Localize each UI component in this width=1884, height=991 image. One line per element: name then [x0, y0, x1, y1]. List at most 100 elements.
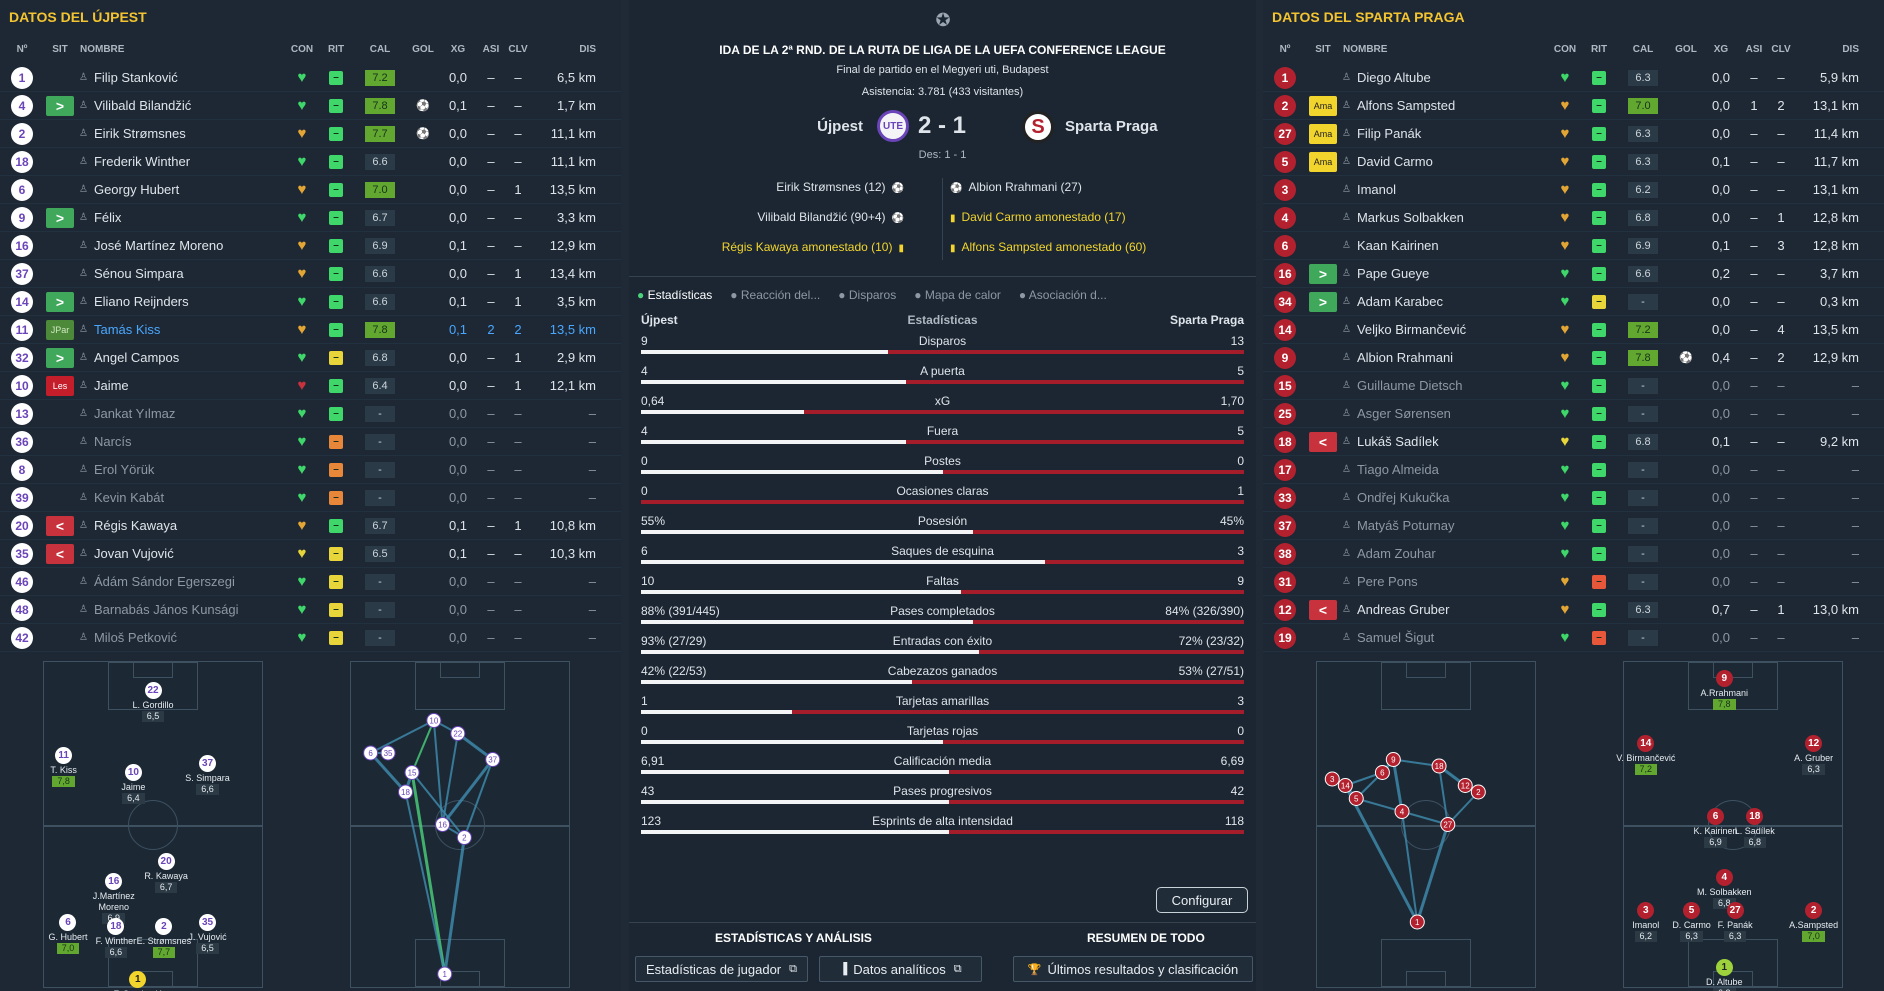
formation-player[interactable]: 2 A.Sampsted 7,0	[1784, 901, 1844, 942]
player-row[interactable]: 27 Ama ♙ Filip Panák ♥ – 6.3 0,0 – – 11,4 km	[1263, 120, 1884, 148]
col-con[interactable]: CON	[1553, 43, 1577, 55]
formation-player[interactable]: 2 E. Strømsnes 7,7	[134, 917, 194, 958]
col-asi[interactable]: ASI	[482, 43, 500, 55]
player-name-cell[interactable]: ♙ Tamás Kiss	[76, 322, 284, 337]
pass-node[interactable]: 9	[1385, 752, 1401, 767]
player-name-cell[interactable]: ♙ Miloš Petković	[76, 630, 284, 645]
player-name[interactable]: David Carmo	[1356, 154, 1433, 169]
tab-reaccion[interactable]: ● Reacción del...	[730, 288, 821, 302]
player-row[interactable]: 13 ♙ Jankat Yılmaz ♥ – - 0,0 – – –	[0, 400, 621, 428]
player-row[interactable]: 2 Ama ♙ Alfons Sampsted ♥ – 7.0 0,0 1 2 13,1 km	[1263, 92, 1884, 120]
player-name[interactable]: Markus Solbakken	[1356, 210, 1464, 225]
col-name[interactable]: NOMBRE	[1343, 43, 1388, 55]
player-name[interactable]: Lukáš Sadílek	[1356, 434, 1439, 449]
player-name[interactable]: Jaime	[93, 378, 129, 393]
player-name-cell[interactable]: ♙ Lukáš Sadílek	[1339, 434, 1547, 449]
player-name[interactable]: Eirik Strømsnes	[93, 126, 186, 141]
player-stats-button[interactable]: Estadísticas de jugador ⧉	[635, 956, 808, 982]
player-name[interactable]: Narcís	[93, 434, 132, 449]
col-no[interactable]: Nº	[16, 43, 28, 55]
player-name[interactable]: Frederik Winther	[93, 154, 191, 169]
formation-player[interactable]: 1F. Stanković7,2	[108, 970, 168, 991]
player-row[interactable]: 4 > ♙ Vilibald Bilandžić ♥ – 7.8 ⚽ 0,1 – – 1,7 km	[0, 92, 621, 120]
player-row[interactable]: 25 ♙ Asger Sørensen ♥ – - 0,0 – – –	[1263, 400, 1884, 428]
away-team-name[interactable]: Sparta Praga	[1065, 118, 1158, 135]
player-row[interactable]: 14 > ♙ Eliano Reijnders ♥ – 6.6 0,1 – 1 3,5 km	[0, 288, 621, 316]
player-row[interactable]: 34 > ♙ Adam Karabec ♥ – - 0,0 – – 0,3 km	[1263, 288, 1884, 316]
player-name[interactable]: Miloš Petković	[93, 630, 178, 645]
player-row[interactable]: 18 ♙ Frederik Winther ♥ – 6.6 0,0 – – 11,1 km	[0, 148, 621, 176]
col-rit[interactable]: RIT	[1590, 43, 1608, 55]
player-name-cell[interactable]: ♙ Guillaume Dietsch	[1339, 378, 1547, 393]
pass-node[interactable]: 3	[1324, 771, 1340, 787]
player-name-cell[interactable]: ♙ Jankat Yılmaz	[76, 406, 284, 421]
player-name[interactable]: Kaan Kairinen	[1356, 238, 1439, 253]
player-name-cell[interactable]: ♙ Narcís	[76, 434, 284, 449]
player-row[interactable]: 37 ♙ Matyáš Poturnay ♥ – - 0,0 – – –	[1263, 512, 1884, 540]
player-row[interactable]: 35 < ♙ Jovan Vujović ♥ – 6.5 0,1 – – 10,3 km	[0, 540, 621, 568]
pass-node[interactable]: 35	[380, 745, 396, 761]
player-name-cell[interactable]: ♙ Filip Stanković	[76, 70, 284, 85]
formation-player[interactable]: 20 R. Kawaya 6,7	[136, 852, 196, 893]
player-name[interactable]: Jankat Yılmaz	[93, 406, 176, 421]
col-rit[interactable]: RIT	[327, 43, 345, 55]
player-name-cell[interactable]: ♙ Kevin Kabát	[76, 490, 284, 505]
pass-node[interactable]: 37	[485, 752, 501, 767]
player-name-cell[interactable]: ♙ Pape Gueye	[1339, 266, 1547, 281]
player-row[interactable]: 46 ♙ Ádám Sándor Egerszegi ♥ – - 0,0 – – –	[0, 568, 621, 596]
col-clv[interactable]: CLV	[508, 43, 528, 55]
tab-estadisticas[interactable]: ● Estadísticas	[637, 288, 713, 302]
player-name[interactable]: Tamás Kiss	[93, 322, 161, 337]
formation-player[interactable]: 22 L. Gordillo 6,5	[123, 682, 183, 723]
player-name[interactable]: Angel Campos	[93, 350, 180, 365]
player-name[interactable]: Régis Kawaya	[93, 518, 178, 533]
col-asi[interactable]: ASI	[1745, 43, 1763, 55]
player-name-cell[interactable]: ♙ Matyáš Poturnay	[1339, 518, 1547, 533]
player-name[interactable]: Matyáš Poturnay	[1356, 518, 1455, 533]
formation-player[interactable]: 11 T. Kiss 7,8	[34, 747, 94, 788]
player-row[interactable]: 18 < ♙ Lukáš Sadílek ♥ – 6.8 0,1 – – 9,2 km	[1263, 428, 1884, 456]
player-name-cell[interactable]: ♙ Sénou Simpara	[76, 266, 284, 281]
col-no[interactable]: Nº	[1279, 43, 1291, 55]
player-row[interactable]: 37 ♙ Sénou Simpara ♥ – 6.6 0,0 – 1 13,4 km	[0, 260, 621, 288]
player-name-cell[interactable]: ♙ Filip Panák	[1339, 126, 1547, 141]
player-row[interactable]: 38 ♙ Adam Zouhar ♥ – - 0,0 – – –	[1263, 540, 1884, 568]
formation-player[interactable]: 37 S. Simpara 6,6	[178, 755, 238, 796]
player-name-cell[interactable]: ♙ Kaan Kairinen	[1339, 238, 1547, 253]
player-row[interactable]: 8 ♙ Erol Yörük ♥ – - 0,0 – – –	[0, 456, 621, 484]
player-row[interactable]: 6 ♙ Kaan Kairinen ♥ – 6.9 0,1 – 3 12,8 km	[1263, 232, 1884, 260]
player-name-cell[interactable]: ♙ Barnabás János Kunsági	[76, 602, 284, 617]
player-name-cell[interactable]: ♙ Angel Campos	[76, 350, 284, 365]
pass-node[interactable]: 12	[1457, 778, 1473, 793]
player-name[interactable]: Georgy Hubert	[93, 182, 180, 197]
player-name[interactable]: Jovan Vujović	[93, 546, 174, 561]
player-name-cell[interactable]: ♙ Adam Zouhar	[1339, 546, 1547, 561]
formation-player[interactable]: 10 Jaime 6,4	[103, 763, 163, 804]
player-row[interactable]: 5 Ama ♙ David Carmo ♥ – 6.3 0,1 – – 11,7 km	[1263, 148, 1884, 176]
player-name-cell[interactable]: ♙ Jaime	[76, 378, 284, 393]
col-sit[interactable]: SIT	[1315, 43, 1331, 55]
player-name[interactable]: Tiago Almeida	[1356, 462, 1439, 477]
player-name-cell[interactable]: ♙ Régis Kawaya	[76, 518, 284, 533]
player-name-cell[interactable]: ♙ Alfons Sampsted	[1339, 98, 1547, 113]
player-name[interactable]: José Martínez Moreno	[93, 238, 224, 253]
player-row[interactable]: 12 < ♙ Andreas Gruber ♥ – 6.3 0,7 – 1 13,0 km	[1263, 596, 1884, 624]
col-gol[interactable]: GOL	[412, 43, 434, 55]
pass-node[interactable]: 10	[426, 713, 442, 728]
player-name-cell[interactable]: ♙ Eirik Strømsnes	[76, 126, 284, 141]
player-name-cell[interactable]: ♙ José Martínez Moreno	[76, 238, 284, 253]
player-name[interactable]: Alfons Sampsted	[1356, 98, 1456, 113]
pass-node[interactable]: 2	[1470, 784, 1486, 800]
col-cal[interactable]: CAL	[1632, 43, 1654, 55]
pass-node[interactable]: 18	[1431, 758, 1447, 774]
player-name-cell[interactable]: ♙ Markus Solbakken	[1339, 210, 1547, 225]
player-name-cell[interactable]: ♙ Jovan Vujović	[76, 546, 284, 561]
player-name-cell[interactable]: ♙ Imanol	[1339, 182, 1547, 197]
pass-node[interactable]: 22	[450, 726, 466, 741]
pass-node[interactable]: 16	[435, 817, 451, 832]
player-name[interactable]: Erol Yörük	[93, 462, 155, 477]
player-name[interactable]: Filip Stanković	[93, 70, 178, 85]
formation-player[interactable]: 18 F. Winther 6,6	[86, 917, 146, 958]
player-name-cell[interactable]: ♙ Eliano Reijnders	[76, 294, 284, 309]
col-xg[interactable]: XG	[450, 43, 466, 55]
